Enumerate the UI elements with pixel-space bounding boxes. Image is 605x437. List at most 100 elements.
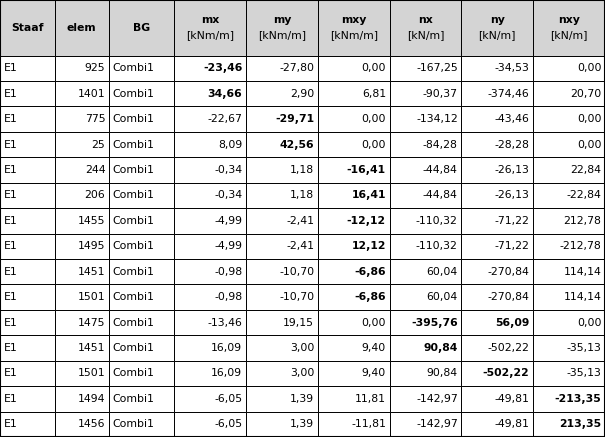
Text: 12,12: 12,12 (352, 241, 386, 251)
Bar (246, 233, 318, 259)
Bar (109, 233, 174, 259)
Text: BG: BG (133, 23, 150, 33)
Text: [kN/m]: [kN/m] (551, 31, 588, 41)
Bar (174, 310, 246, 335)
Text: 114,14: 114,14 (563, 292, 601, 302)
Text: 0,00: 0,00 (361, 139, 386, 149)
Bar (174, 284, 246, 310)
Text: 90,84: 90,84 (424, 343, 458, 353)
Bar (174, 106, 246, 132)
Bar (390, 310, 462, 335)
Bar (462, 157, 533, 183)
Text: -502,22: -502,22 (483, 368, 529, 378)
Text: elem: elem (67, 23, 97, 33)
Bar (0, 386, 54, 412)
Text: 1501: 1501 (78, 368, 105, 378)
Bar (318, 284, 390, 310)
Bar (109, 412, 174, 437)
Text: 19,15: 19,15 (283, 318, 314, 328)
Bar (109, 106, 174, 132)
Text: 16,09: 16,09 (211, 343, 243, 353)
Bar (246, 183, 318, 208)
Bar (533, 259, 605, 284)
Bar (462, 233, 533, 259)
Bar (390, 361, 462, 386)
Bar (246, 310, 318, 335)
Text: [kNm/m]: [kNm/m] (330, 31, 378, 41)
Bar (54, 157, 109, 183)
Text: 0,00: 0,00 (577, 63, 601, 73)
Text: E1: E1 (4, 63, 18, 73)
Text: 0,00: 0,00 (361, 63, 386, 73)
Text: -142,97: -142,97 (416, 394, 458, 404)
Bar (390, 335, 462, 361)
Text: -167,25: -167,25 (416, 63, 458, 73)
Bar (0, 106, 54, 132)
Bar (533, 386, 605, 412)
Text: Combi1: Combi1 (113, 241, 154, 251)
Bar (174, 386, 246, 412)
Text: -26,13: -26,13 (495, 165, 529, 175)
Text: Combi1: Combi1 (113, 216, 154, 226)
Bar (54, 361, 109, 386)
Bar (0, 81, 54, 106)
Bar (109, 259, 174, 284)
Bar (54, 335, 109, 361)
Text: -34,53: -34,53 (495, 63, 529, 73)
Text: Combi1: Combi1 (113, 394, 154, 404)
Bar (246, 259, 318, 284)
Text: 8,09: 8,09 (218, 139, 243, 149)
Bar (462, 106, 533, 132)
Bar (174, 183, 246, 208)
Bar (54, 284, 109, 310)
Text: 1,39: 1,39 (290, 419, 314, 429)
Bar (54, 259, 109, 284)
Text: -44,84: -44,84 (423, 165, 458, 175)
Bar (390, 412, 462, 437)
Text: -213,35: -213,35 (555, 394, 601, 404)
Bar (246, 157, 318, 183)
Bar (318, 55, 390, 81)
Bar (174, 132, 246, 157)
Bar (462, 310, 533, 335)
Bar (109, 310, 174, 335)
Bar (246, 0, 318, 55)
Bar (318, 412, 390, 437)
Text: E1: E1 (4, 139, 18, 149)
Bar (174, 208, 246, 233)
Text: -2,41: -2,41 (286, 241, 314, 251)
Text: 6,81: 6,81 (362, 89, 386, 99)
Bar (246, 335, 318, 361)
Text: -4,99: -4,99 (214, 241, 243, 251)
Bar (533, 183, 605, 208)
Text: -16,41: -16,41 (347, 165, 386, 175)
Bar (109, 157, 174, 183)
Text: E1: E1 (4, 241, 18, 251)
Bar (533, 55, 605, 81)
Text: -71,22: -71,22 (495, 241, 529, 251)
Bar (0, 55, 54, 81)
Bar (318, 106, 390, 132)
Text: E1: E1 (4, 89, 18, 99)
Text: 11,81: 11,81 (355, 394, 386, 404)
Text: 9,40: 9,40 (362, 368, 386, 378)
Text: [kNm/m]: [kNm/m] (258, 31, 306, 41)
Text: -374,46: -374,46 (488, 89, 529, 99)
Bar (390, 386, 462, 412)
Bar (246, 81, 318, 106)
Text: 16,41: 16,41 (352, 191, 386, 201)
Text: 60,04: 60,04 (427, 292, 458, 302)
Text: 244: 244 (85, 165, 105, 175)
Text: Combi1: Combi1 (113, 89, 154, 99)
Bar (318, 386, 390, 412)
Text: -10,70: -10,70 (279, 292, 314, 302)
Text: 9,40: 9,40 (362, 343, 386, 353)
Bar (109, 386, 174, 412)
Bar (533, 106, 605, 132)
Bar (533, 233, 605, 259)
Text: Combi1: Combi1 (113, 318, 154, 328)
Text: -35,13: -35,13 (566, 343, 601, 353)
Bar (54, 55, 109, 81)
Bar (318, 0, 390, 55)
Text: -395,76: -395,76 (411, 318, 458, 328)
